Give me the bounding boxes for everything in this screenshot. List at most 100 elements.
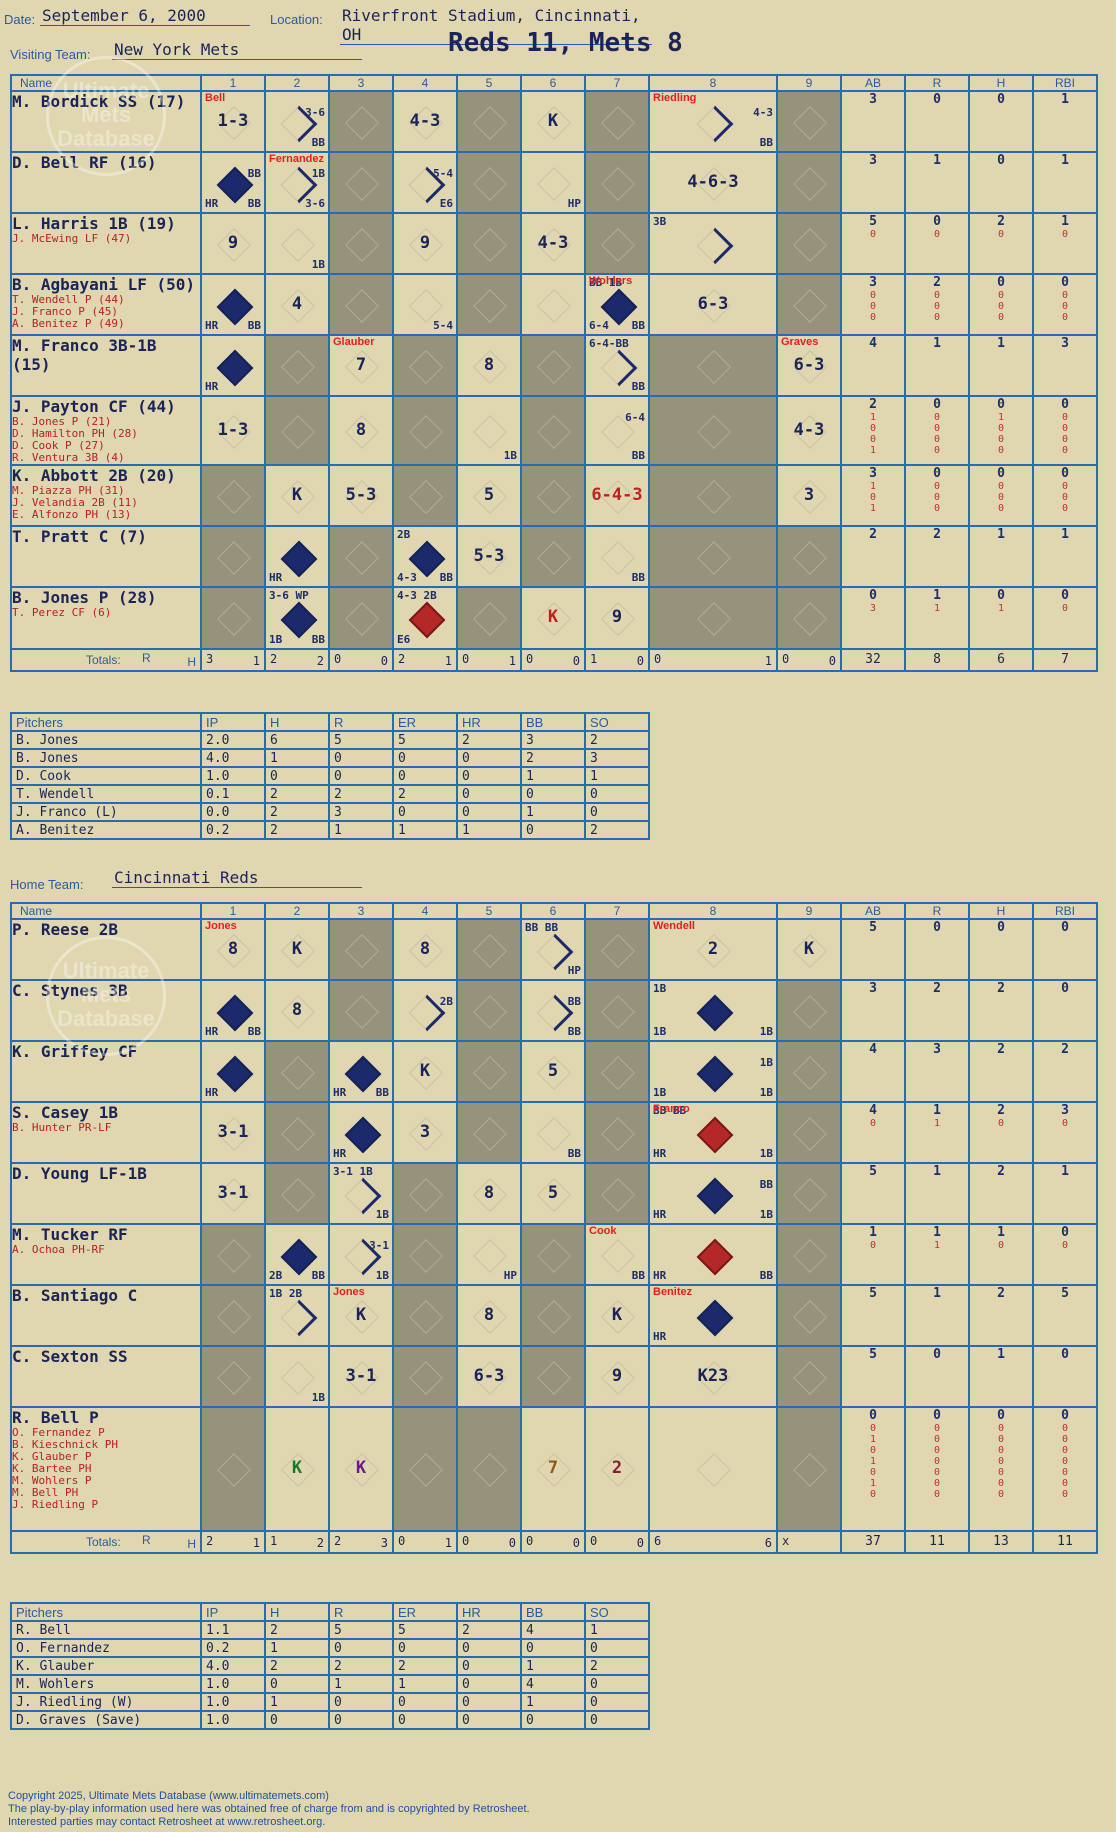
play-result: 7 — [547, 1458, 559, 1478]
play-note: HR — [205, 1025, 219, 1038]
inning-cell: 4-3 — [392, 90, 458, 153]
stat-value: 2 — [997, 214, 1005, 229]
pitcher-stat: 1 — [520, 1692, 586, 1712]
batter-row: B. Santiago C 1B 2B K Jones 8 K HR Benitez 5 1 2 5 — [10, 1284, 1098, 1347]
diamond-icon — [473, 1055, 507, 1090]
inning-hits: 0 — [380, 654, 388, 668]
substitute-name: J. McEwing LF (47) — [12, 232, 132, 245]
pitcher-stat: 1.0 — [200, 766, 266, 786]
inning-cell — [456, 1040, 522, 1103]
inning-cell — [456, 212, 522, 275]
visiting-team-value: New York Mets — [112, 40, 362, 60]
inning-cell — [392, 1223, 458, 1286]
substitute-name: K. Glauber P — [12, 1450, 92, 1463]
substitute-name: A. Ochoa PH-RF — [12, 1243, 105, 1256]
sub-stat-value: 0 — [1061, 1456, 1069, 1467]
sub-stat-value: 0 — [1061, 1434, 1069, 1445]
inning-cell — [328, 918, 394, 981]
visitors-grid: Name 1 2 3 4 5 6 7 8 9 AB R H RBI M. Bordick SS (17) 1-… — [10, 74, 1098, 672]
inning-cell: 6-4 BB — [584, 395, 650, 466]
inning-cell: 8 — [328, 395, 394, 466]
inning-cell: 4-3 BB Riedling — [648, 90, 778, 153]
play-note: 1B — [311, 167, 325, 180]
pitcher-stat: 4 — [520, 1674, 586, 1694]
inning-cell: K — [264, 464, 330, 527]
stat-ab: 5 — [840, 1284, 906, 1347]
stat-h: 1 — [968, 334, 1034, 397]
stat-value: 1 — [933, 1286, 941, 1301]
inning-cell — [392, 334, 458, 397]
stat-header-rbi: RBI — [1032, 902, 1098, 920]
pitcher-stat: 1 — [456, 820, 522, 840]
stat-value: 2 — [997, 981, 1005, 996]
inning-cell — [584, 212, 650, 275]
diamond-icon — [697, 540, 731, 575]
stat-rbi: 1 — [1032, 1162, 1098, 1225]
footer-contact: Interested parties may contact Retroshee… — [8, 1816, 326, 1828]
pitcher-row: K. Glauber 4.0 2 2 2 0 1 2 — [10, 1656, 650, 1676]
play-note: 1B — [759, 1025, 773, 1038]
inning-cell: 4-6-3 — [648, 151, 778, 214]
sub-stat-value: 0 — [1061, 1240, 1069, 1251]
inning-cell: 3 — [392, 1101, 458, 1164]
inning-cell: BB BB — [520, 979, 586, 1042]
pitcher-stat: 0 — [456, 1674, 522, 1694]
sub-stat-value: 0 — [869, 1240, 877, 1251]
play-note: BB — [567, 1025, 581, 1038]
play-result: 5-3 — [345, 484, 377, 505]
pitching-header: SO — [584, 1602, 650, 1622]
pitcher-stat: 1 — [264, 748, 330, 768]
play-result: 4-3 — [409, 110, 441, 131]
batter-name-cell: S. Casey 1B B. Hunter PR-LF — [10, 1101, 202, 1164]
inning-runs: 3 — [206, 652, 214, 666]
diamond-icon — [280, 1299, 318, 1336]
pitcher-stat: 3 — [328, 802, 394, 822]
inning-cell: 8 Jones — [200, 918, 266, 981]
pitching-header: SO — [584, 712, 650, 732]
play-result: K — [611, 1304, 623, 1325]
stat-value: 0 — [1061, 397, 1069, 412]
diamond-icon — [216, 349, 254, 386]
diamond-icon — [473, 166, 507, 201]
game-title: Reds 11, Mets 8 — [448, 28, 683, 58]
pitcher-stat: 0 — [392, 1638, 458, 1658]
stat-value: 3 — [869, 466, 877, 481]
diamond-icon — [537, 1299, 571, 1334]
diamond-icon — [601, 227, 635, 262]
batter-row: P. Reese 2B 8 Jones K 8 BB BB HP 2 Wendell K 5 0 0 0 — [10, 918, 1098, 981]
pitcher-stat: 0 — [392, 802, 458, 822]
totals-h-label: H — [187, 1537, 196, 1551]
pitcher-stat: 2 — [456, 1620, 522, 1640]
pitcher-name: O. Fernandez — [10, 1638, 202, 1658]
inning-cell: 3-1 — [328, 1345, 394, 1408]
pitcher-stat: 1 — [520, 1656, 586, 1676]
sub-stat-value: 0 — [869, 290, 877, 301]
pitcher-stat: 2 — [584, 1656, 650, 1676]
diamond-icon — [537, 166, 571, 201]
inning-cell — [520, 525, 586, 588]
sub-stat-value: 0 — [933, 503, 941, 514]
diamond-icon — [473, 933, 507, 968]
diamond-icon — [281, 1055, 315, 1090]
sub-stat-value: 1 — [869, 1434, 877, 1445]
sub-stat-value: 0 — [997, 1434, 1005, 1445]
inning-runs: 0 — [590, 1534, 598, 1548]
pitcher-stat: 2 — [264, 1620, 330, 1640]
inning-cell: 8 — [456, 1284, 522, 1347]
inning-cell: 5-4 E6 — [392, 151, 458, 214]
pitcher-stat: 2 — [584, 820, 650, 840]
inning-cell: 8 — [264, 979, 330, 1042]
pitcher-stat: 0 — [584, 1674, 650, 1694]
inning-cell — [392, 395, 458, 466]
inning-cell: 3-1 1B 1B — [328, 1162, 394, 1225]
sub-stat-value: 0 — [933, 423, 941, 434]
play-result: 8 — [483, 1304, 495, 1325]
inning-cell — [648, 395, 778, 466]
pitcher-row: O. Fernandez 0.2 1 0 0 0 0 0 — [10, 1638, 650, 1658]
pitcher-stat: 0 — [520, 1710, 586, 1730]
